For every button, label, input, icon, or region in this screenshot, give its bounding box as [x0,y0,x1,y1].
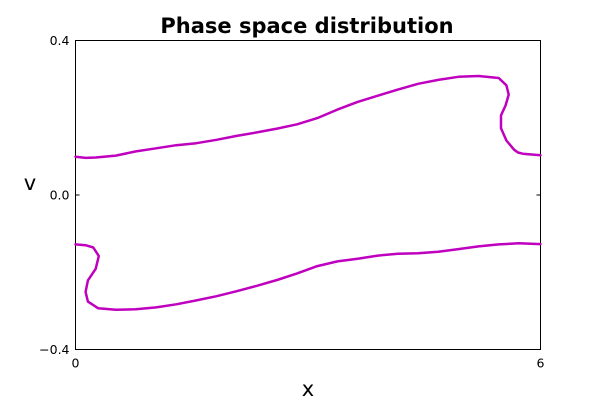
y-tick-label: 0.4 [50,33,70,48]
x-tick-label: 6 [537,356,545,371]
plot-area [75,40,541,350]
y-tick-label: 0.0 [50,188,70,203]
y-axis-label: v [24,171,36,195]
series-1-curve [74,74,542,160]
x-tick-label: 0 [72,356,80,371]
y-tick-label: −0.4 [39,342,69,357]
x-axis-label: x [302,377,314,400]
chart-title: Phase space distribution [160,14,453,38]
series-2-curve [74,242,542,311]
ticks-layer: 0 6 0.4 0.0 −0.4 [39,33,544,371]
plot-layer [74,74,542,311]
